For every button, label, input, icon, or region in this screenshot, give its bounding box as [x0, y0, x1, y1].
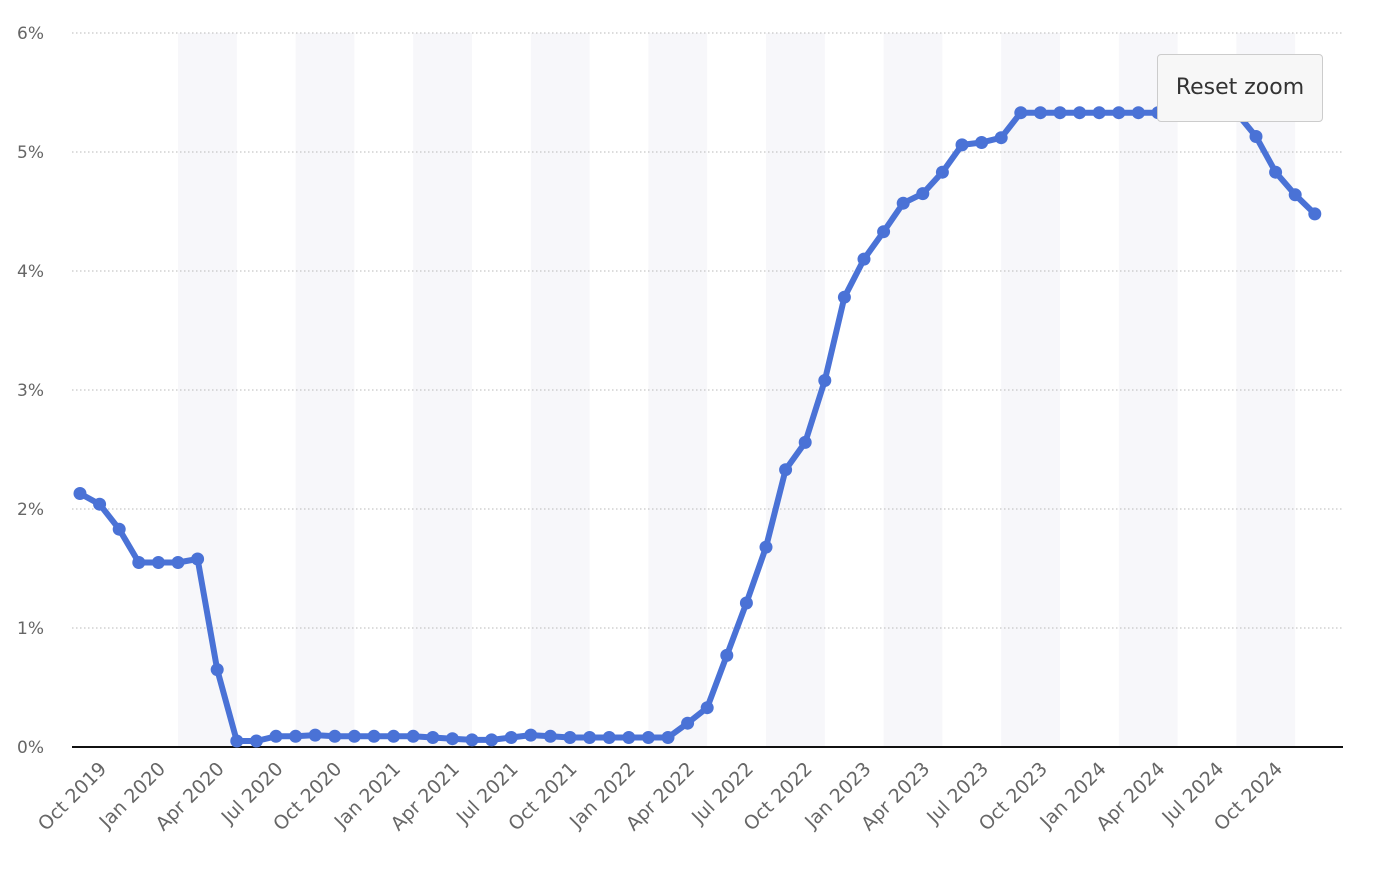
- data-point[interactable]: [151, 556, 165, 569]
- data-point[interactable]: [289, 729, 303, 743]
- data-point[interactable]: [837, 290, 851, 304]
- data-point[interactable]: [877, 225, 891, 239]
- data-point[interactable]: [1092, 106, 1106, 120]
- data-point[interactable]: [739, 596, 753, 610]
- data-point[interactable]: [779, 463, 793, 477]
- data-point[interactable]: [73, 487, 87, 500]
- y-tick-label: 1%: [17, 619, 44, 639]
- series-line: [77, 109, 1318, 744]
- y-tick-label: 2%: [17, 500, 44, 520]
- data-point[interactable]: [798, 435, 812, 449]
- y-tick-label: 5%: [17, 143, 44, 163]
- data-point[interactable]: [210, 663, 224, 677]
- data-point[interactable]: [249, 734, 263, 748]
- data-point[interactable]: [955, 138, 969, 152]
- data-point[interactable]: [445, 732, 459, 746]
- data-point[interactable]: [1131, 106, 1145, 120]
- data-point[interactable]: [700, 701, 714, 715]
- data-point[interactable]: [1112, 106, 1126, 120]
- data-point[interactable]: [583, 731, 597, 744]
- y-tick-label: 6%: [17, 24, 44, 44]
- data-point[interactable]: [543, 729, 557, 743]
- y-tick-label: 3%: [17, 381, 44, 401]
- data-point[interactable]: [896, 196, 910, 210]
- data-point[interactable]: [504, 731, 518, 744]
- data-point[interactable]: [916, 187, 930, 201]
- data-point[interactable]: [661, 731, 675, 744]
- data-point[interactable]: [1053, 106, 1067, 120]
- data-point[interactable]: [191, 552, 205, 566]
- data-point[interactable]: [681, 716, 695, 730]
- data-point[interactable]: [1073, 106, 1087, 120]
- data-point[interactable]: [308, 728, 322, 742]
- background-band: [178, 33, 237, 747]
- background-band: [766, 33, 825, 747]
- data-point[interactable]: [367, 729, 381, 743]
- data-point[interactable]: [347, 729, 361, 743]
- data-point[interactable]: [465, 733, 479, 747]
- y-tick-label: 4%: [17, 262, 44, 282]
- data-point[interactable]: [1014, 106, 1028, 120]
- data-point[interactable]: [1308, 207, 1322, 221]
- background-band: [1001, 33, 1060, 747]
- data-point[interactable]: [132, 556, 146, 569]
- data-points[interactable]: [73, 106, 1322, 748]
- data-point[interactable]: [1269, 165, 1283, 179]
- data-point[interactable]: [720, 648, 734, 662]
- data-point[interactable]: [387, 729, 401, 743]
- data-point[interactable]: [1249, 130, 1263, 143]
- data-point[interactable]: [622, 731, 636, 744]
- background-band: [413, 33, 472, 747]
- data-point[interactable]: [641, 731, 655, 744]
- data-point[interactable]: [759, 540, 773, 554]
- reset-zoom-button[interactable]: Reset zoom: [1157, 54, 1323, 122]
- data-point[interactable]: [328, 729, 342, 743]
- y-axis-labels: 0% 1% 2% 3% 4% 5% 6%: [17, 24, 44, 758]
- data-point[interactable]: [426, 731, 440, 744]
- data-point[interactable]: [93, 497, 107, 511]
- data-point[interactable]: [975, 136, 989, 149]
- data-point[interactable]: [994, 131, 1008, 145]
- data-point[interactable]: [563, 731, 577, 744]
- y-tick-label: 0%: [17, 738, 44, 758]
- data-point[interactable]: [818, 374, 832, 387]
- data-point[interactable]: [524, 728, 538, 742]
- data-point[interactable]: [1033, 106, 1047, 120]
- data-point[interactable]: [935, 165, 949, 179]
- x-tick-label: Oct 2019: [34, 758, 111, 835]
- data-point[interactable]: [857, 252, 871, 266]
- data-point[interactable]: [112, 522, 126, 536]
- data-point[interactable]: [1288, 188, 1302, 202]
- data-point[interactable]: [602, 731, 616, 744]
- data-point[interactable]: [269, 729, 283, 743]
- data-point[interactable]: [406, 729, 420, 743]
- data-point[interactable]: [485, 733, 499, 747]
- data-point[interactable]: [230, 734, 244, 748]
- data-point[interactable]: [171, 556, 185, 569]
